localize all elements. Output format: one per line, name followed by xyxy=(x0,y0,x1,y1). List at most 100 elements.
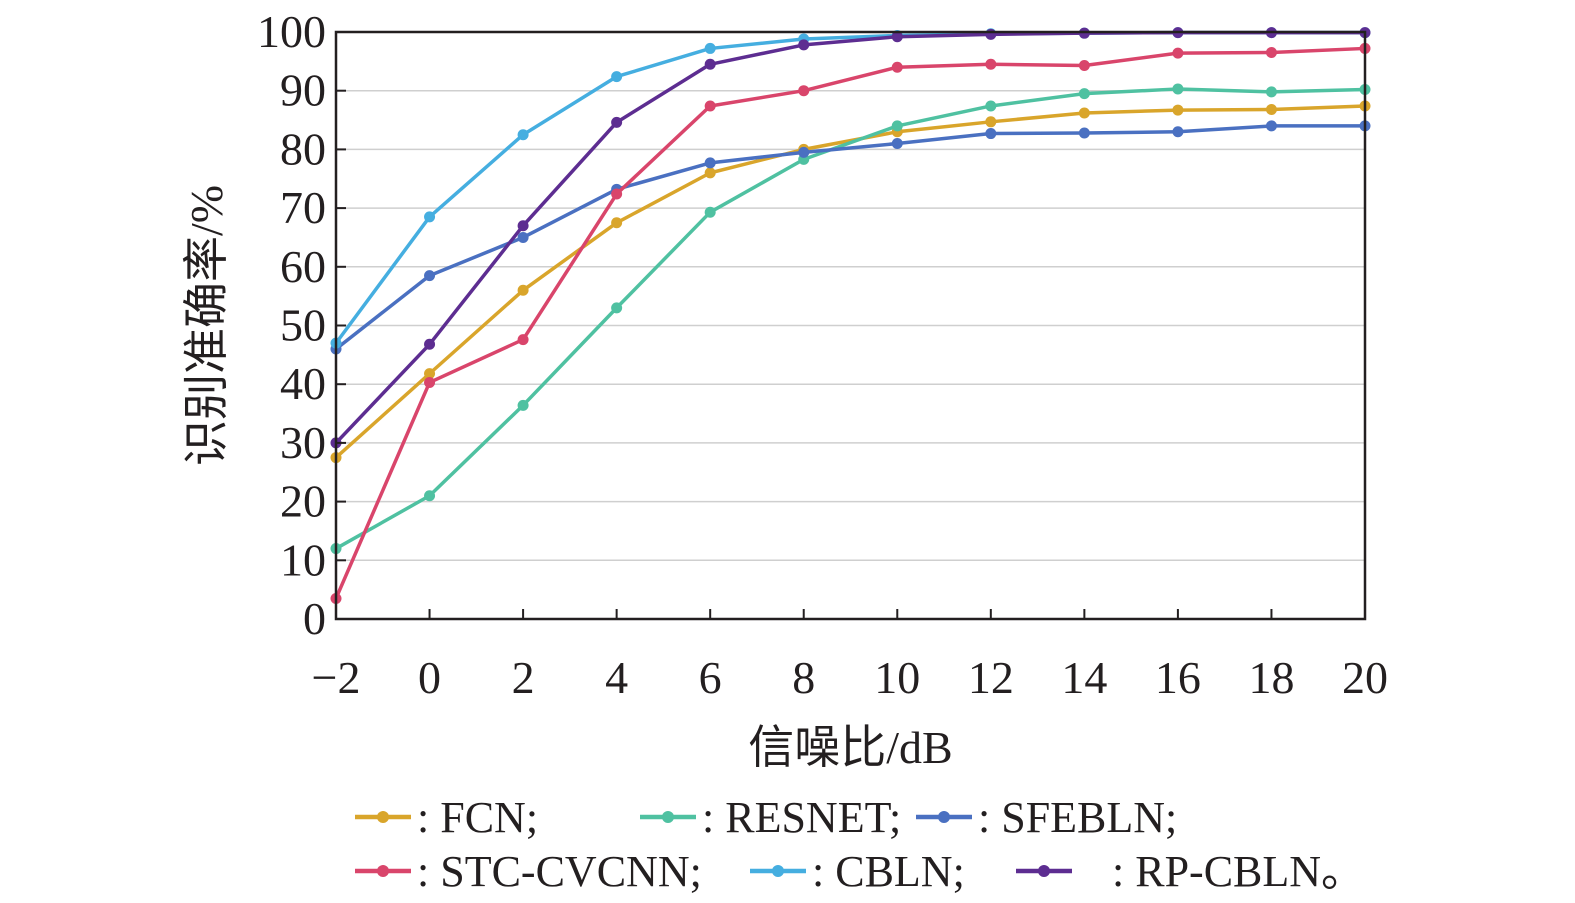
data-point xyxy=(985,28,997,40)
x-tick-label: −2 xyxy=(312,652,361,703)
y-tick-label: 100 xyxy=(257,6,326,57)
data-point xyxy=(517,220,529,232)
x-tick-label: 10 xyxy=(874,652,920,703)
data-point xyxy=(424,376,436,388)
data-point xyxy=(1078,127,1090,139)
x-axis: −2 0 2 4 6 8 10 12 14 16 18 20 xyxy=(312,609,1388,703)
y-axis-title: 识别准确率/% xyxy=(181,185,232,466)
x-axis-title: 信噪比/dB xyxy=(748,722,952,773)
legend-label: : RESNET; xyxy=(702,793,901,842)
x-tick-label: 14 xyxy=(1061,652,1107,703)
data-point xyxy=(1172,47,1184,59)
legend-item-RESNET: : RESNET; xyxy=(640,793,901,842)
x-tick-label: 18 xyxy=(1248,652,1294,703)
legend: : FCN; : RESNET; : SFEBLN; : STC-CVCNN; : CB… xyxy=(355,793,1365,896)
legend-marker xyxy=(662,811,674,823)
x-tick-label: 8 xyxy=(792,652,815,703)
legend-item-RP-CBLN: : RP-CBLN。 xyxy=(1016,847,1365,896)
series-RESNET xyxy=(330,83,1371,555)
legend-label: : SFEBLN; xyxy=(978,793,1177,842)
legend-marker xyxy=(377,811,389,823)
legend-label: : FCN; xyxy=(417,793,538,842)
data-point xyxy=(891,120,903,132)
legend-marker xyxy=(772,865,784,877)
data-point xyxy=(891,31,903,43)
data-point xyxy=(985,58,997,70)
y-tick-label: 60 xyxy=(280,241,326,292)
data-point xyxy=(1078,107,1090,119)
data-point xyxy=(704,58,716,70)
data-point xyxy=(704,100,716,112)
legend-marker xyxy=(377,865,389,877)
legend-item-FCN: : FCN; xyxy=(355,793,538,842)
y-tick-label: 10 xyxy=(280,534,326,585)
series-line-RESNET xyxy=(335,87,1366,551)
data-point xyxy=(798,85,810,97)
data-point xyxy=(985,116,997,128)
data-point xyxy=(611,116,623,128)
data-point xyxy=(611,188,623,200)
data-point xyxy=(517,334,529,346)
x-tick-label: 0 xyxy=(418,652,441,703)
x-tick-label: 20 xyxy=(1342,652,1388,703)
data-point xyxy=(611,71,623,83)
y-tick-label: 30 xyxy=(280,417,326,468)
data-point xyxy=(517,231,529,243)
data-point xyxy=(424,338,436,350)
data-point xyxy=(1265,120,1277,132)
data-point xyxy=(798,146,810,158)
data-point xyxy=(517,284,529,296)
data-point xyxy=(704,42,716,54)
series-SFEBLN xyxy=(330,120,1371,355)
data-point xyxy=(1265,47,1277,59)
data-point xyxy=(985,100,997,112)
series-line-STC-CVCNN xyxy=(334,46,1366,600)
y-tick-label: 20 xyxy=(280,476,326,527)
y-tick-label: 40 xyxy=(280,358,326,409)
series-STC-CVCNN xyxy=(330,42,1371,604)
legend-label: : CBLN; xyxy=(812,847,965,896)
data-point xyxy=(798,39,810,51)
data-point xyxy=(517,399,529,411)
data-point xyxy=(1078,59,1090,71)
data-point xyxy=(1172,126,1184,138)
series-line-RP-CBLN xyxy=(334,30,1365,445)
series-FCN xyxy=(330,100,1371,464)
data-point xyxy=(704,167,716,179)
data-point xyxy=(1172,104,1184,116)
x-tick-label: 6 xyxy=(699,652,722,703)
y-tick-label: 0 xyxy=(303,593,326,644)
data-point xyxy=(611,302,623,314)
data-point xyxy=(1172,83,1184,95)
legend-item-SFEBLN: : SFEBLN; xyxy=(916,793,1177,842)
data-point xyxy=(704,157,716,169)
data-point xyxy=(1265,103,1277,115)
data-point xyxy=(1078,88,1090,100)
x-tick-label: 4 xyxy=(605,652,628,703)
data-point xyxy=(891,61,903,73)
data-point xyxy=(985,128,997,140)
gridlines xyxy=(336,89,1365,562)
y-tick-label: 80 xyxy=(280,123,326,174)
x-tick-label: 2 xyxy=(512,652,535,703)
y-tick-label: 50 xyxy=(280,300,326,351)
series-line-FCN xyxy=(334,104,1366,459)
series-layer xyxy=(330,27,1371,604)
series-line-SFEBLN xyxy=(334,124,1365,351)
y-axis: 0 10 20 30 40 50 60 70 80 90 100 xyxy=(257,6,346,644)
legend-item-STC-CVCNN: : STC-CVCNN; xyxy=(355,847,702,896)
data-point xyxy=(424,211,436,223)
data-point xyxy=(424,368,436,380)
data-point xyxy=(424,270,436,282)
legend-label: : RP-CBLN。 xyxy=(1112,847,1365,896)
series-CBLN xyxy=(330,27,1371,349)
legend-item-CBLN: : CBLN; xyxy=(750,847,965,896)
data-point xyxy=(704,206,716,218)
data-point xyxy=(891,138,903,150)
x-tick-label: 16 xyxy=(1155,652,1201,703)
x-tick-label: 12 xyxy=(968,652,1014,703)
y-tick-label: 70 xyxy=(280,182,326,233)
y-tick-label: 90 xyxy=(280,65,326,116)
data-point xyxy=(424,490,436,502)
